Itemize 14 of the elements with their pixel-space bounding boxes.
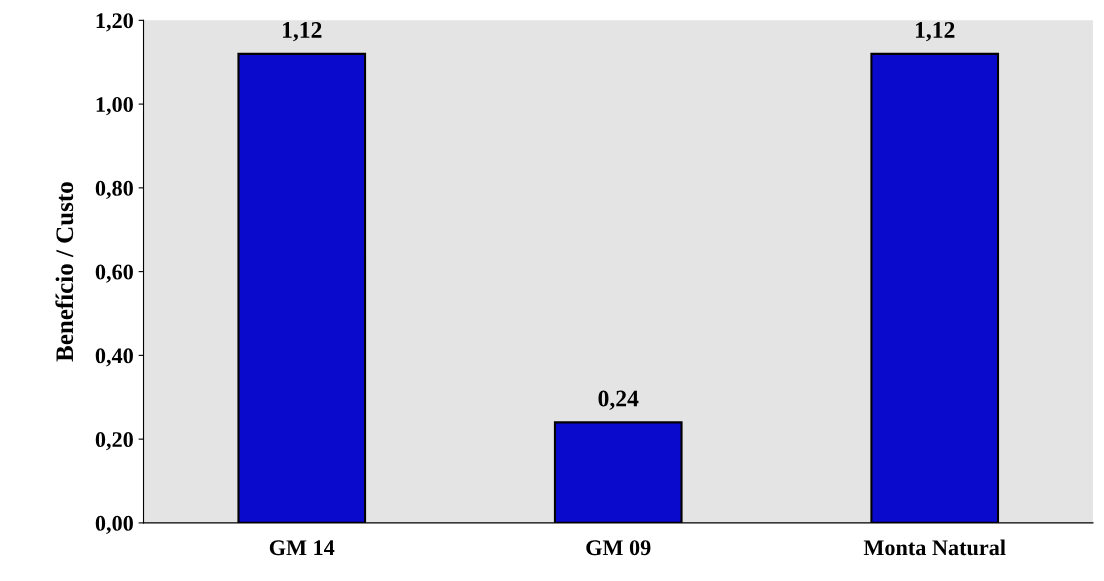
y-axis-title: Benefício / Custo [55, 182, 74, 362]
y-tick-label: 0,60 [95, 264, 133, 283]
x-tick-label: GM 09 [586, 540, 651, 556]
y-tick-label: 0,80 [95, 180, 133, 200]
y-tick-label: 0,40 [95, 348, 133, 367]
y-tick-label: 1,20 [96, 13, 133, 32]
y-tick-label: 1,00 [96, 97, 133, 116]
data-label: 0,24 [598, 390, 639, 410]
y-tick-label: 0,00 [95, 515, 133, 535]
data-label: 1,12 [915, 22, 955, 42]
data-label: 1,12 [282, 22, 322, 42]
x-tick-label: GM 14 [269, 540, 335, 556]
x-tick-label: Monta Natural [863, 539, 1006, 556]
y-tick-label: 0,20 [95, 432, 133, 451]
